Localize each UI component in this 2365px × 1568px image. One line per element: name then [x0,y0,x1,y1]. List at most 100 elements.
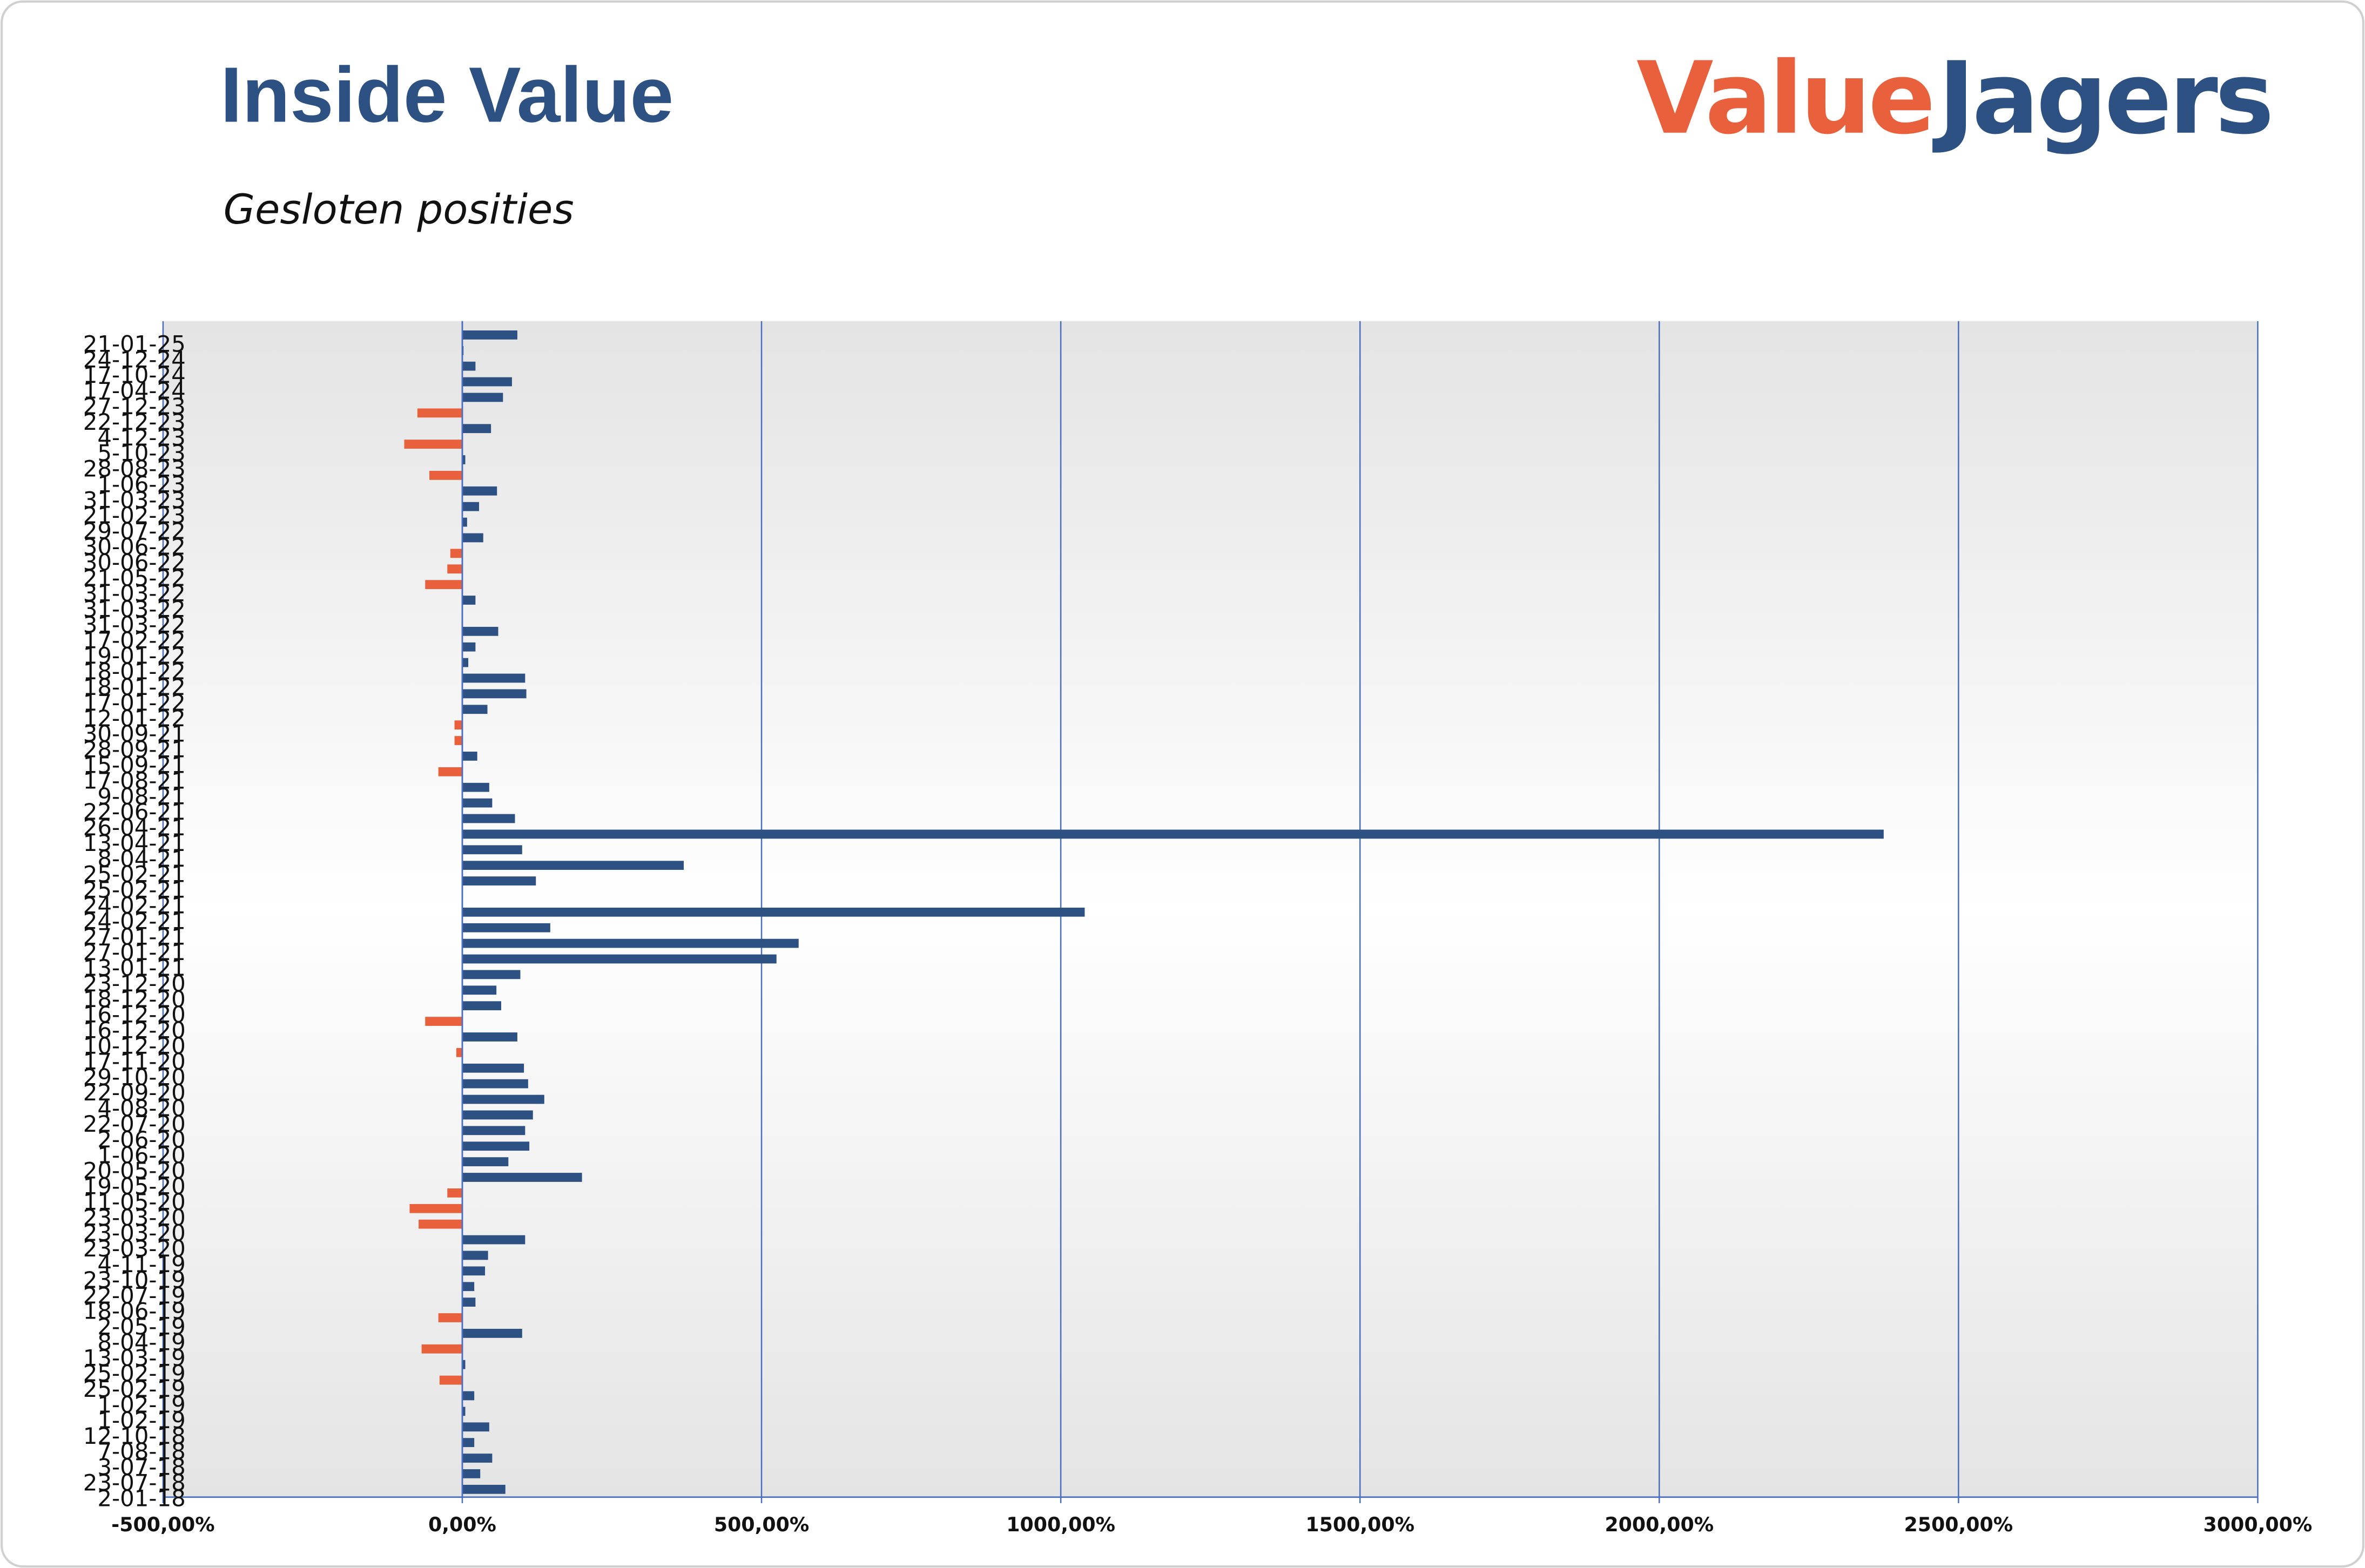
bar [462,1251,488,1260]
x-tick-label: 1500,00% [1305,1513,1414,1536]
bar [462,1360,466,1369]
bar [462,455,466,464]
y-tick-label: 4-11-19 [97,1251,185,1278]
y-tick-label: 8-04-19 [97,1329,185,1355]
bar [439,1375,462,1385]
y-tick-label: 17-10-24 [83,362,186,388]
bar [462,1110,533,1120]
y-tick-label: 2-01-18 [97,1485,185,1511]
y-tick-label: 23-03-20 [83,1220,186,1246]
x-tick-label: 2000,00% [1605,1513,1714,1536]
y-tick-label: 12-01-22 [83,705,186,732]
bar [462,923,550,932]
y-tick-label: 4-12-23 [97,424,185,451]
bar [462,517,467,527]
x-tick-label: 1000,00% [1006,1513,1115,1536]
bar [447,1188,462,1198]
bar [462,1422,489,1432]
y-tick-label: 21-02-23 [83,502,186,529]
y-tick-label: 25-02-21 [83,861,186,888]
y-tick-label: 16-12-20 [83,1017,186,1044]
bar [462,1235,525,1245]
y-tick-label: 7-08-18 [97,1438,185,1465]
bar [462,1469,481,1478]
y-tick-label: 13-04-21 [83,830,186,856]
y-tick-label: 4-08-20 [97,1095,185,1121]
logo-part1: Value [1636,41,1932,157]
x-tick-label: 0,00% [428,1513,496,1536]
bar [462,393,503,402]
bar [462,861,684,870]
bar [462,502,480,511]
y-tick-label: 23-07-18 [83,1469,186,1496]
y-tick-label: 19-05-20 [83,1173,186,1200]
bar [462,876,536,886]
y-tick-label: 27-01-21 [83,923,186,950]
bar [425,580,462,590]
y-tick-label: 26-04-21 [83,814,186,841]
bar [462,1141,530,1151]
bar [462,642,476,652]
bar [462,1282,475,1292]
bar [462,626,498,636]
bar [417,408,462,418]
y-tick-label: 1-02-19 [97,1391,185,1418]
bar [462,814,515,823]
y-tick-label: 18-12-20 [83,986,186,1012]
y-tick-label: 31-03-23 [83,486,186,513]
y-tick-label: 10-12-20 [83,1033,186,1059]
bar [462,1407,466,1416]
logo-part2: Jagers [1932,41,2271,157]
x-tick-label: 500,00% [714,1513,809,1536]
y-tick-label: 5-10-23 [97,440,185,467]
x-tick-label: 2500,00% [1904,1513,2013,1536]
y-tick-label: 18-06-19 [83,1298,186,1324]
bar [462,954,777,964]
bar [462,798,493,808]
x-tick-label: -500,00% [111,1513,214,1536]
y-tick-label: 28-08-23 [83,456,186,482]
bar [462,705,488,714]
y-tick-label: 25-02-19 [83,1360,186,1387]
chart-subtitle: Gesloten posities [224,186,574,233]
y-tick-label: 3-07-18 [97,1454,185,1481]
x-tick-label: 3000,00% [2204,1513,2313,1536]
y-tick-label: 22-12-23 [83,409,186,435]
y-tick-label: 22-07-19 [83,1282,186,1309]
y-tick-label: 29-10-20 [83,1064,186,1090]
y-tick-label: 1-02-19 [97,1407,185,1434]
y-tick-label: 19-01-22 [83,643,186,669]
y-tick-label: 31-03-22 [83,611,186,638]
y-tick-label: 17-08-21 [83,767,186,794]
bar [462,486,497,496]
y-tick-label: 9-08-21 [97,783,185,809]
bar [447,564,462,574]
bar [462,1329,522,1338]
bar [462,1391,475,1401]
y-tick-label: 27-01-21 [83,939,186,965]
bar [462,938,799,948]
y-tick-label: 25-02-19 [83,1376,186,1402]
y-tick-label: 8-04-21 [97,846,185,872]
y-tick-label: 22-09-20 [83,1079,186,1106]
y-tick-label: 13-01-21 [83,955,186,981]
bar [462,1438,475,1448]
y-tick-label: 30-06-22 [83,549,186,576]
y-tick-label: 23-03-20 [83,1235,186,1262]
bar [462,752,477,761]
bar [462,1454,493,1463]
y-tick-label: 25-02-21 [83,877,186,903]
y-tick-label: 11-05-20 [83,1188,186,1215]
bar [462,330,517,340]
chart-title: Inside Value [220,51,673,138]
bar [454,720,462,730]
bar [456,1047,462,1057]
bar [438,1313,462,1322]
y-tick-label: 2-06-20 [97,1126,185,1153]
bar [462,377,512,387]
y-tick-label: 28-09-21 [83,736,186,763]
bar [462,1157,509,1166]
bar [438,767,462,776]
bar [462,1001,502,1011]
